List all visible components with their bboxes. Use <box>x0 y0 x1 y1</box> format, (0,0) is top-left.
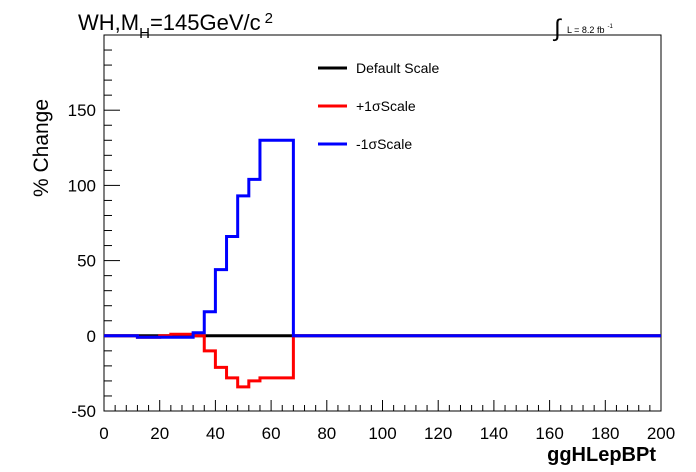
chart-title-rest: =145GeV/c <box>150 10 261 35</box>
luminosity-superscript: -1 <box>607 24 613 30</box>
y-tick-label: 0 <box>87 327 96 346</box>
luminosity-text: L = 8.2 fb <box>567 25 604 35</box>
x-tick-label: 180 <box>591 424 619 443</box>
legend: Default Scale +1σScale -1σScale <box>318 60 439 152</box>
x-tick-label: 160 <box>535 424 563 443</box>
y-tick-label: 50 <box>77 252 96 271</box>
luminosity-integral-symbol: ∫ <box>552 15 562 42</box>
x-tick-label: 0 <box>99 424 108 443</box>
legend-label-2: -1σScale <box>356 136 412 152</box>
x-tick-label: 120 <box>424 424 452 443</box>
y-tick-label: 150 <box>68 101 96 120</box>
chart-title-superscript: 2 <box>265 10 273 27</box>
legend-label-0: Default Scale <box>356 60 439 76</box>
chart-title: WH,MH=145GeV/c 2 <box>78 10 273 42</box>
x-tick-label: 200 <box>647 424 675 443</box>
chart-title-subscript: H <box>139 25 150 42</box>
x-tick-label: 20 <box>150 424 169 443</box>
y-axis-label: % Change <box>30 99 53 197</box>
series-line-2 <box>104 138 661 339</box>
x-tick-label: 40 <box>206 424 225 443</box>
x-tick-label: 140 <box>480 424 508 443</box>
x-tick-label: 100 <box>368 424 396 443</box>
chart-title-main: WH,M <box>78 10 139 35</box>
x-axis-label: ggHLepBPt <box>547 444 656 466</box>
legend-label-1: +1σScale <box>356 98 416 114</box>
luminosity-label: L = 8.2 fb -1 <box>567 24 613 35</box>
x-tick-label: 80 <box>317 424 336 443</box>
series <box>104 138 661 389</box>
x-tick-label: 60 <box>262 424 281 443</box>
y-tick-label: 100 <box>68 176 96 195</box>
y-tick-label: -50 <box>71 402 96 421</box>
